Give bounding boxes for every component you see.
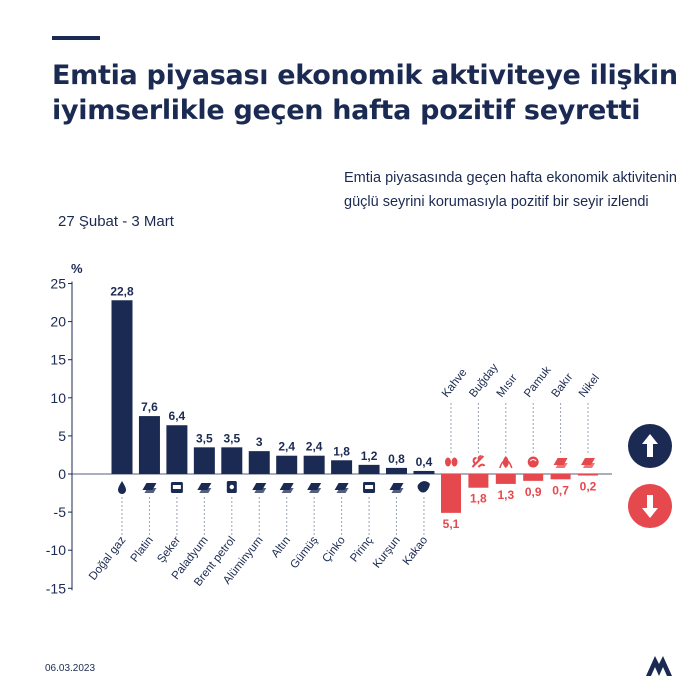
category-label: Mısır — [495, 372, 520, 400]
cotton-icon — [527, 456, 539, 468]
category-label: Kurşun — [371, 534, 403, 570]
rice-bag-icon — [363, 482, 376, 493]
y-tick-label: -15 — [46, 580, 66, 596]
bar-value-label: 2,4 — [278, 440, 295, 454]
bar-value-label: 7,6 — [141, 400, 158, 414]
page-subtitle: Emtia piyasasında geçen hafta ekonomik a… — [344, 170, 677, 210]
bar-positive — [303, 455, 325, 474]
bar-value-label: 22,8 — [110, 284, 134, 298]
y-axis-unit: % — [71, 261, 83, 276]
bar-positive — [138, 416, 160, 474]
bar-value-label: 6,4 — [169, 409, 186, 423]
category-label: Gümüş — [288, 534, 320, 571]
bar-value-label: 0,8 — [388, 452, 405, 466]
header-accent-line — [52, 36, 100, 40]
gas-drop-icon — [118, 481, 126, 494]
bar-value-label: 1,2 — [361, 449, 378, 463]
ingot-icon — [307, 483, 322, 493]
bars — [111, 300, 598, 513]
bar-value-label: 2,4 — [306, 440, 323, 454]
ingot-icon — [581, 458, 595, 468]
category-label: Altın — [269, 534, 293, 560]
category-label: Platin — [129, 534, 156, 564]
bar-positive — [221, 447, 243, 474]
bar-negative — [550, 474, 571, 480]
y-tick-label: -10 — [46, 542, 66, 558]
y-tick-label: 5 — [58, 428, 66, 444]
bar-negative — [441, 474, 461, 513]
bar-value-label: 0,4 — [416, 455, 433, 469]
bar-positive — [276, 455, 298, 474]
bar-positive — [358, 464, 380, 474]
category-label: Doğal gaz — [87, 534, 128, 582]
bar-value-label: 3,5 — [223, 431, 240, 445]
ingot-icon — [279, 483, 294, 493]
bar-negative — [495, 474, 516, 484]
arrow-up-icon — [628, 424, 672, 468]
y-tick-label: 20 — [50, 314, 66, 330]
category-label: Bakır — [550, 371, 576, 400]
bar-positive — [166, 425, 188, 474]
ingot-icon — [197, 483, 212, 493]
footer-date: 06.03.2023 — [45, 663, 96, 674]
icons — [118, 455, 595, 494]
bar-value-label: 1,8 — [470, 492, 487, 506]
y-tick-label: 15 — [50, 352, 66, 368]
oil-barrel-icon — [226, 481, 237, 493]
bar-value-label: 5,1 — [443, 517, 460, 531]
y-axis: 25 20 15 10 5 0 -5 -10 -15% — [46, 261, 612, 596]
bar-positive — [386, 467, 407, 474]
category-label: Pirinç — [348, 534, 375, 564]
ingot-icon — [142, 483, 157, 493]
bar-value-label: 1,8 — [333, 444, 350, 458]
date-range: 27 Şubat - 3 Mart — [58, 213, 174, 230]
corn-icon — [499, 456, 513, 469]
aa-logo-icon — [646, 656, 672, 676]
category-label: Şeker — [155, 534, 183, 565]
bar-negative — [468, 474, 489, 488]
bar-value-label: 1,3 — [497, 488, 514, 502]
bar-value-label: 0,7 — [552, 483, 569, 497]
page-title: Emtia piyasası ekonomik aktiviteye ilişk… — [52, 60, 678, 126]
y-tick-label: 0 — [58, 466, 66, 482]
category-label: Kakao — [401, 534, 431, 567]
bar-value-label: 0,2 — [580, 480, 597, 494]
bar-value-label: 3 — [256, 435, 263, 449]
bar-value-label: 0,9 — [525, 485, 542, 499]
bar-value-label: 3,5 — [196, 431, 213, 445]
ingot-icon — [553, 458, 568, 468]
coffee-bean-icon — [445, 457, 458, 467]
category-label: Nikel — [577, 372, 602, 400]
bar-positive — [331, 460, 353, 474]
category-label: Çinko — [320, 534, 348, 565]
y-tick-label: 25 — [50, 276, 66, 292]
y-tick-label: -5 — [54, 504, 67, 520]
category-label: Kahve — [440, 367, 470, 400]
ingot-icon — [334, 483, 349, 493]
sugar-bag-icon — [170, 482, 183, 493]
bar-negative — [578, 474, 598, 476]
cocoa-icon — [417, 481, 430, 493]
bar-negative — [523, 474, 544, 481]
bar-positive — [193, 447, 215, 474]
bar-positive — [111, 300, 133, 474]
arrow-down-icon — [628, 484, 672, 528]
ingot-icon — [389, 483, 404, 493]
wheat-icon — [471, 455, 486, 468]
bar-positive — [413, 470, 435, 474]
category-label: Pamuk — [522, 364, 554, 400]
ingot-icon — [252, 483, 267, 493]
y-tick-label: 10 — [50, 390, 66, 406]
bar-positive — [248, 451, 270, 474]
